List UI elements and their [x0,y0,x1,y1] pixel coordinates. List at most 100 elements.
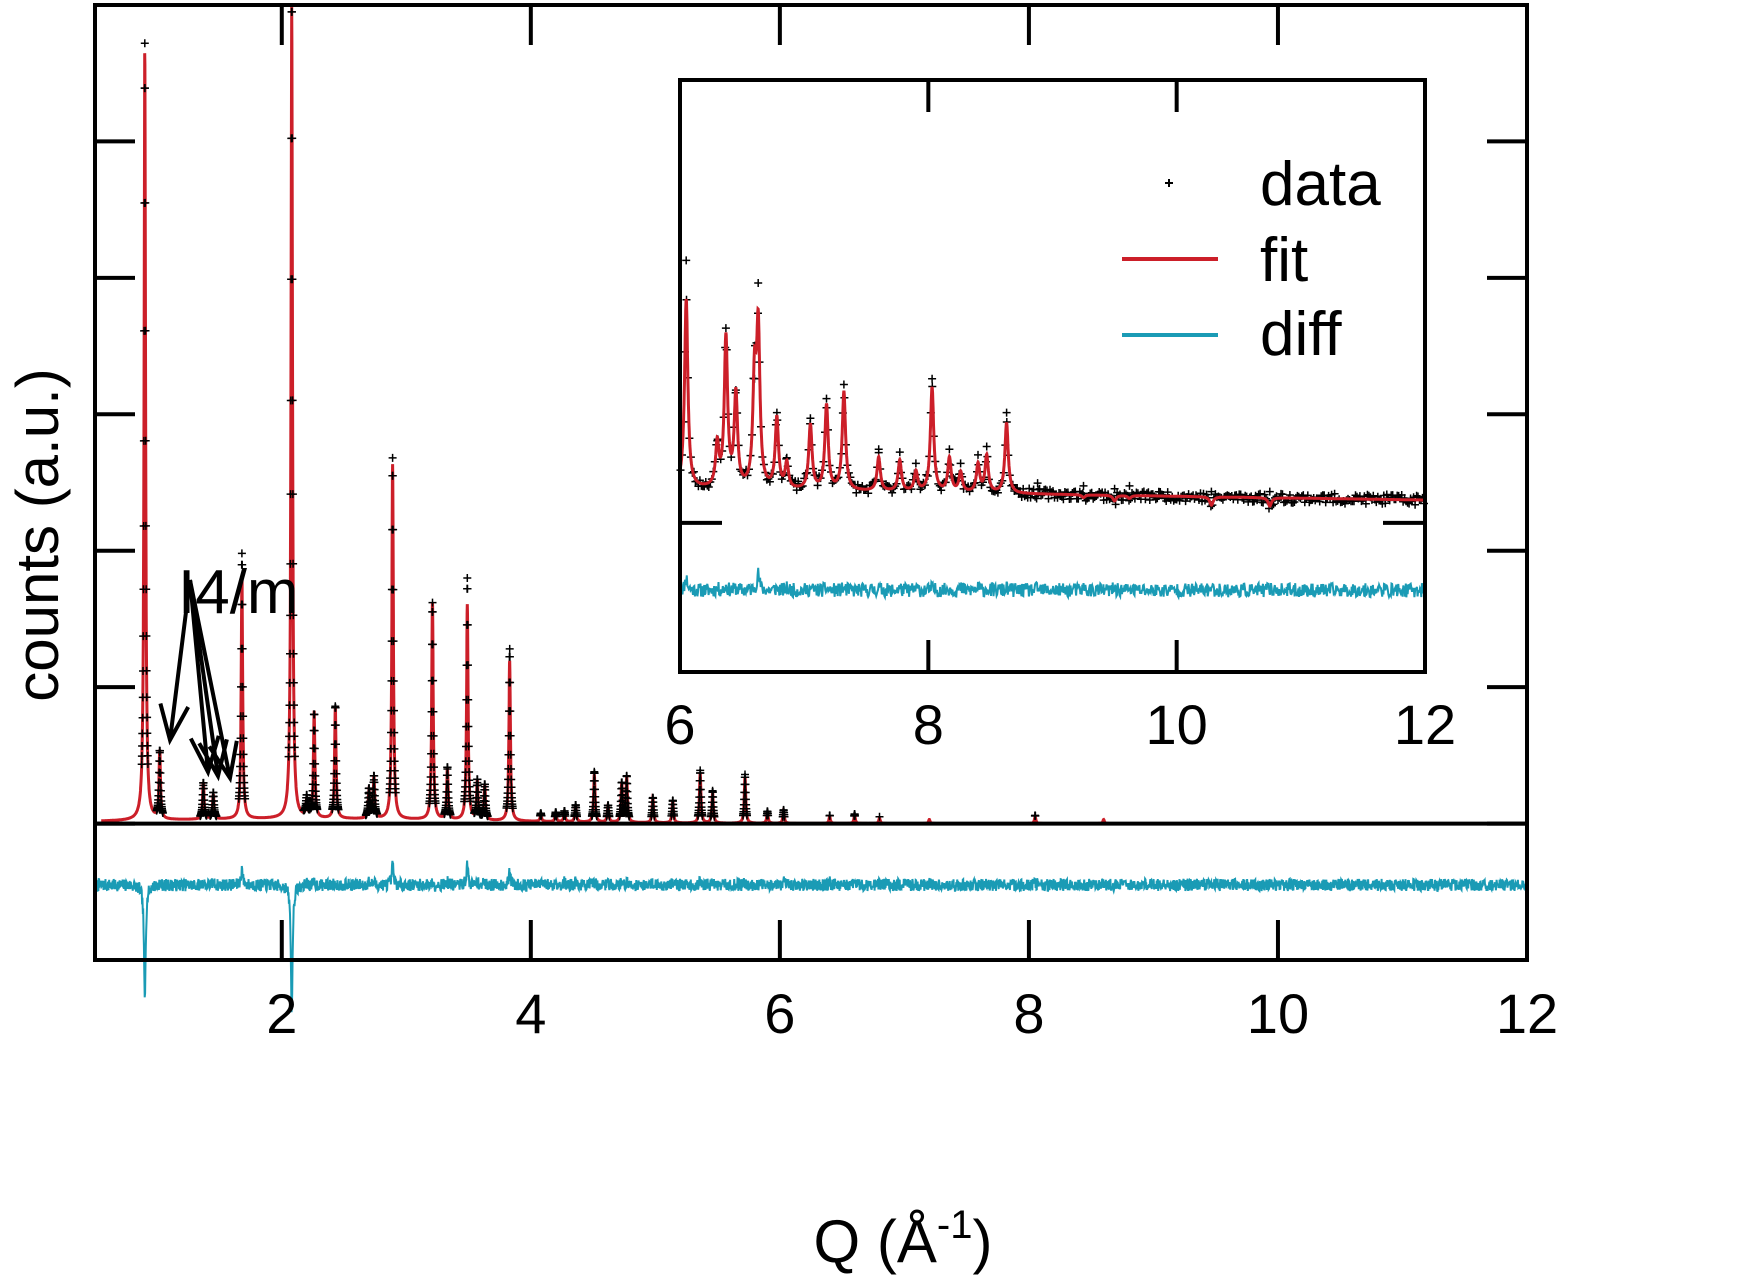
main-data-point [851,811,859,820]
main-data-point [506,750,515,759]
inset-plot-area: 6 8 10 12 data fit diff [664,78,1456,756]
inset-data-point [1181,497,1190,506]
i4m-annotation: I4/m [158,558,299,784]
main-data-point [464,661,472,670]
main-data-point [331,721,340,730]
main-data-point [334,805,343,814]
x-axis-label-superscript: -1 [937,1203,973,1247]
inset-data-peak-19 [1002,408,1011,417]
inset-data-point [794,477,803,486]
inset-data-peak-0 [682,256,691,265]
inset-x-tick-labels: 6 8 10 12 [664,693,1456,756]
main-data-point [390,766,399,775]
main-data-point [483,812,492,821]
main-data-point [141,326,150,335]
main-data-point [389,677,398,685]
main-data-point [670,811,679,820]
main-data-point [825,811,834,820]
main-data-point [465,768,474,776]
main-data-point [698,811,707,820]
inset-data-point [1330,489,1339,498]
main-data-point [143,713,152,722]
main-data-point [429,731,438,740]
main-data-point [391,788,400,797]
inset-data-peak-20 [1033,479,1042,488]
main-data-point [446,810,455,819]
inset-data-peak-5 [754,279,763,287]
main-x-tick-label: 12 [1496,982,1558,1045]
main-data-peak-34 [850,810,859,820]
main-data-peak-11 [385,453,400,797]
inset-data-point [1361,499,1370,508]
main-data-point [464,722,473,731]
main-data-point [143,741,152,750]
main-data-point [143,760,152,768]
main-data-point [696,769,705,777]
main-data-point [310,710,319,719]
main-data-point [464,695,473,704]
main-data-point [507,775,516,784]
main-data-point [141,84,149,93]
main-data-peak-33 [825,811,834,820]
main-data-point [505,652,514,661]
main-data-point [310,726,319,735]
main-data-peak-18 [536,809,546,820]
inset-data-point [1044,494,1053,503]
main-data-peak-16 [477,780,492,821]
legend-item-diff: diff [1122,300,1342,369]
main-data-point [142,666,151,675]
main-data-point [290,701,298,710]
main-data-point [388,471,397,480]
inset-data-peak-13 [911,459,920,468]
main-data-point [156,746,164,755]
main-data-point [743,811,751,820]
main-data-point [238,682,247,691]
main-data-point [143,751,152,760]
main-data-point [430,772,439,781]
main-plot-area: 2 4 6 8 10 12 [93,3,1558,1045]
inset-data-point [813,481,822,490]
inset-x-tick-label: 8 [913,693,944,756]
main-data-point [332,740,340,749]
main-data-point [311,759,320,768]
main-data-point [622,772,631,781]
annotation-arrow-3 [188,579,239,784]
main-data-point [239,734,248,743]
main-data-point [289,559,298,568]
main-data-peak-29 [706,786,719,821]
main-data-peak-35 [875,812,884,821]
main-data-point [289,678,298,687]
main-data-point [741,780,750,789]
main-data-peak-30 [739,770,751,820]
main-data-point [332,779,341,788]
inset-data-peak-14 [928,374,937,383]
main-data-point [389,585,398,594]
main-data-point [238,600,247,609]
main-data-point [506,731,515,740]
main-data-point [140,39,149,48]
inset-data-peak-8 [806,414,815,423]
inset-x-tick-label: 12 [1394,693,1456,756]
main-data-point [143,729,152,738]
main-data-point [428,598,437,607]
main-data-point [428,607,437,616]
main-data-point [212,812,221,821]
annotation-arrows [158,579,239,784]
main-data-point [390,757,399,766]
main-data-point [650,812,659,821]
main-data-point [507,765,515,773]
main-data-point [373,809,382,818]
inset-data-point [1026,493,1035,502]
main-data-point [710,812,719,821]
main-data-layer [137,7,1040,821]
legend-label-diff: diff [1260,300,1342,369]
inset-fit-series [678,298,1425,508]
inset-data-peak-24 [1207,487,1216,496]
main-data-point [780,812,789,821]
main-data-point [331,703,340,712]
main-data-point [240,771,248,780]
main-data-point [464,742,473,751]
main-data-point [741,773,750,782]
main-data-point [764,811,773,820]
